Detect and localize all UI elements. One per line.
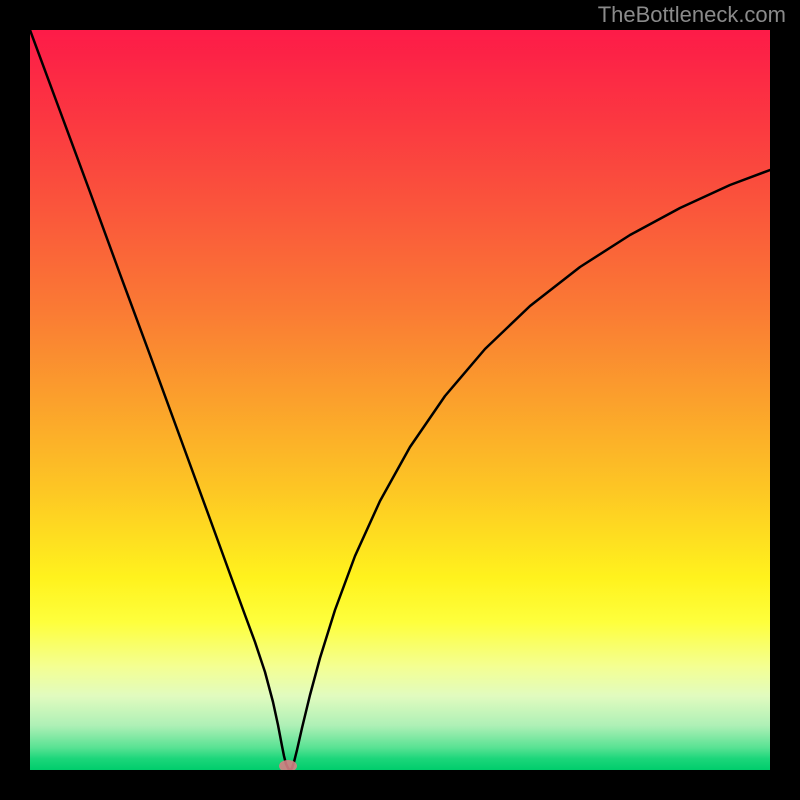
bottleneck-curve bbox=[30, 30, 770, 770]
chart-curve-svg bbox=[30, 30, 770, 770]
optimum-marker bbox=[279, 760, 297, 770]
watermark-label: TheBottleneck.com bbox=[598, 2, 786, 28]
chart-plot-area bbox=[30, 30, 770, 770]
